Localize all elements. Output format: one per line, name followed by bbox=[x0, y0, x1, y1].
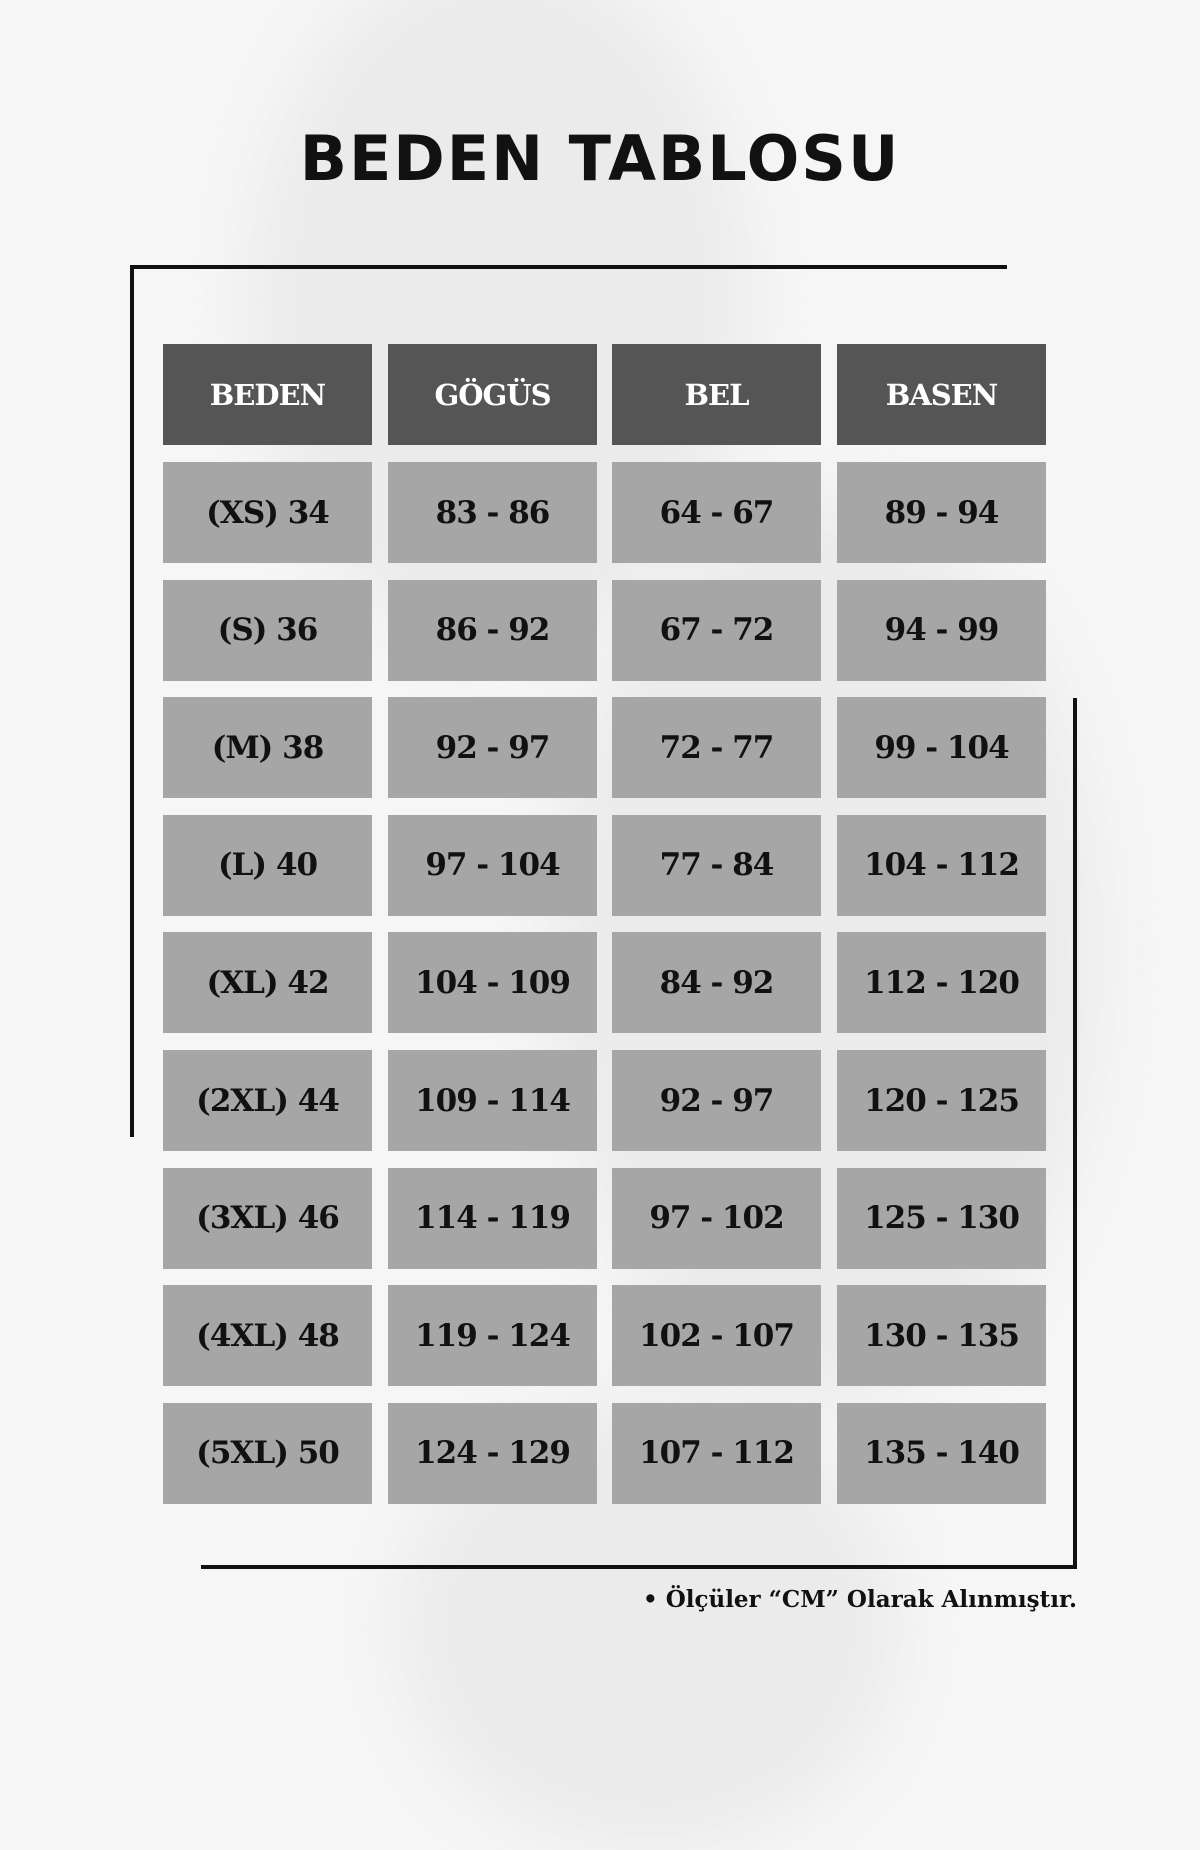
table-cell: 130 - 135 bbox=[837, 1285, 1046, 1387]
table-cell: 97 - 104 bbox=[388, 814, 597, 916]
table-cell: 135 - 140 bbox=[837, 1402, 1046, 1504]
table-cell: 84 - 92 bbox=[612, 932, 821, 1034]
frame-top-line bbox=[134, 265, 1007, 269]
table-cell: 64 - 67 bbox=[612, 462, 821, 563]
column-header: GÖGÜS bbox=[388, 344, 597, 445]
column-header: BEDEN bbox=[163, 344, 372, 445]
table-cell: (4XL) 48 bbox=[163, 1285, 372, 1387]
table-cell: 109 - 114 bbox=[388, 1050, 597, 1151]
table-cell: 107 - 112 bbox=[612, 1402, 821, 1504]
table-cell: 92 - 97 bbox=[388, 697, 597, 799]
table-cell: 112 - 120 bbox=[837, 932, 1046, 1034]
table-cell: 89 - 94 bbox=[837, 462, 1046, 563]
table-cell: 120 - 125 bbox=[837, 1050, 1046, 1151]
table-cell: 99 - 104 bbox=[837, 697, 1046, 799]
table-cell: 97 - 102 bbox=[612, 1167, 821, 1269]
table-cell: 114 - 119 bbox=[388, 1167, 597, 1269]
table-cell: (2XL) 44 bbox=[163, 1050, 372, 1151]
frame-right-line bbox=[1073, 698, 1077, 1569]
table-cell: 86 - 92 bbox=[388, 579, 597, 681]
table-cell: (M) 38 bbox=[163, 697, 372, 799]
table-cell: 104 - 112 bbox=[837, 814, 1046, 916]
table-cell: 67 - 72 bbox=[612, 579, 821, 681]
table-cell: 83 - 86 bbox=[388, 462, 597, 563]
column-header: BEL bbox=[612, 344, 821, 445]
table-cell: (XL) 42 bbox=[163, 932, 372, 1034]
table-cell: 94 - 99 bbox=[837, 579, 1046, 681]
table-cell: 119 - 124 bbox=[388, 1285, 597, 1387]
table-cell: (5XL) 50 bbox=[163, 1402, 372, 1504]
frame-left-line bbox=[130, 265, 134, 1137]
frame-bottom-line bbox=[201, 1565, 1077, 1569]
table-cell: 124 - 129 bbox=[388, 1402, 597, 1504]
page-title: BEDEN TABLOSU bbox=[299, 122, 901, 195]
table-cell: (S) 36 bbox=[163, 579, 372, 681]
table-cell: (L) 40 bbox=[163, 814, 372, 916]
table-cell: (3XL) 46 bbox=[163, 1167, 372, 1269]
table-cell: 125 - 130 bbox=[837, 1167, 1046, 1269]
measurement-note: • Ölçüler “CM” Olarak Alınmıştır. bbox=[642, 1586, 1077, 1613]
table-cell: 92 - 97 bbox=[612, 1050, 821, 1151]
column-header: BASEN bbox=[837, 344, 1046, 445]
table-cell: 104 - 109 bbox=[388, 932, 597, 1034]
table-cell: 72 - 77 bbox=[612, 697, 821, 799]
table-cell: 102 - 107 bbox=[612, 1285, 821, 1387]
table-cell: (XS) 34 bbox=[163, 462, 372, 563]
table-cell: 77 - 84 bbox=[612, 814, 821, 916]
